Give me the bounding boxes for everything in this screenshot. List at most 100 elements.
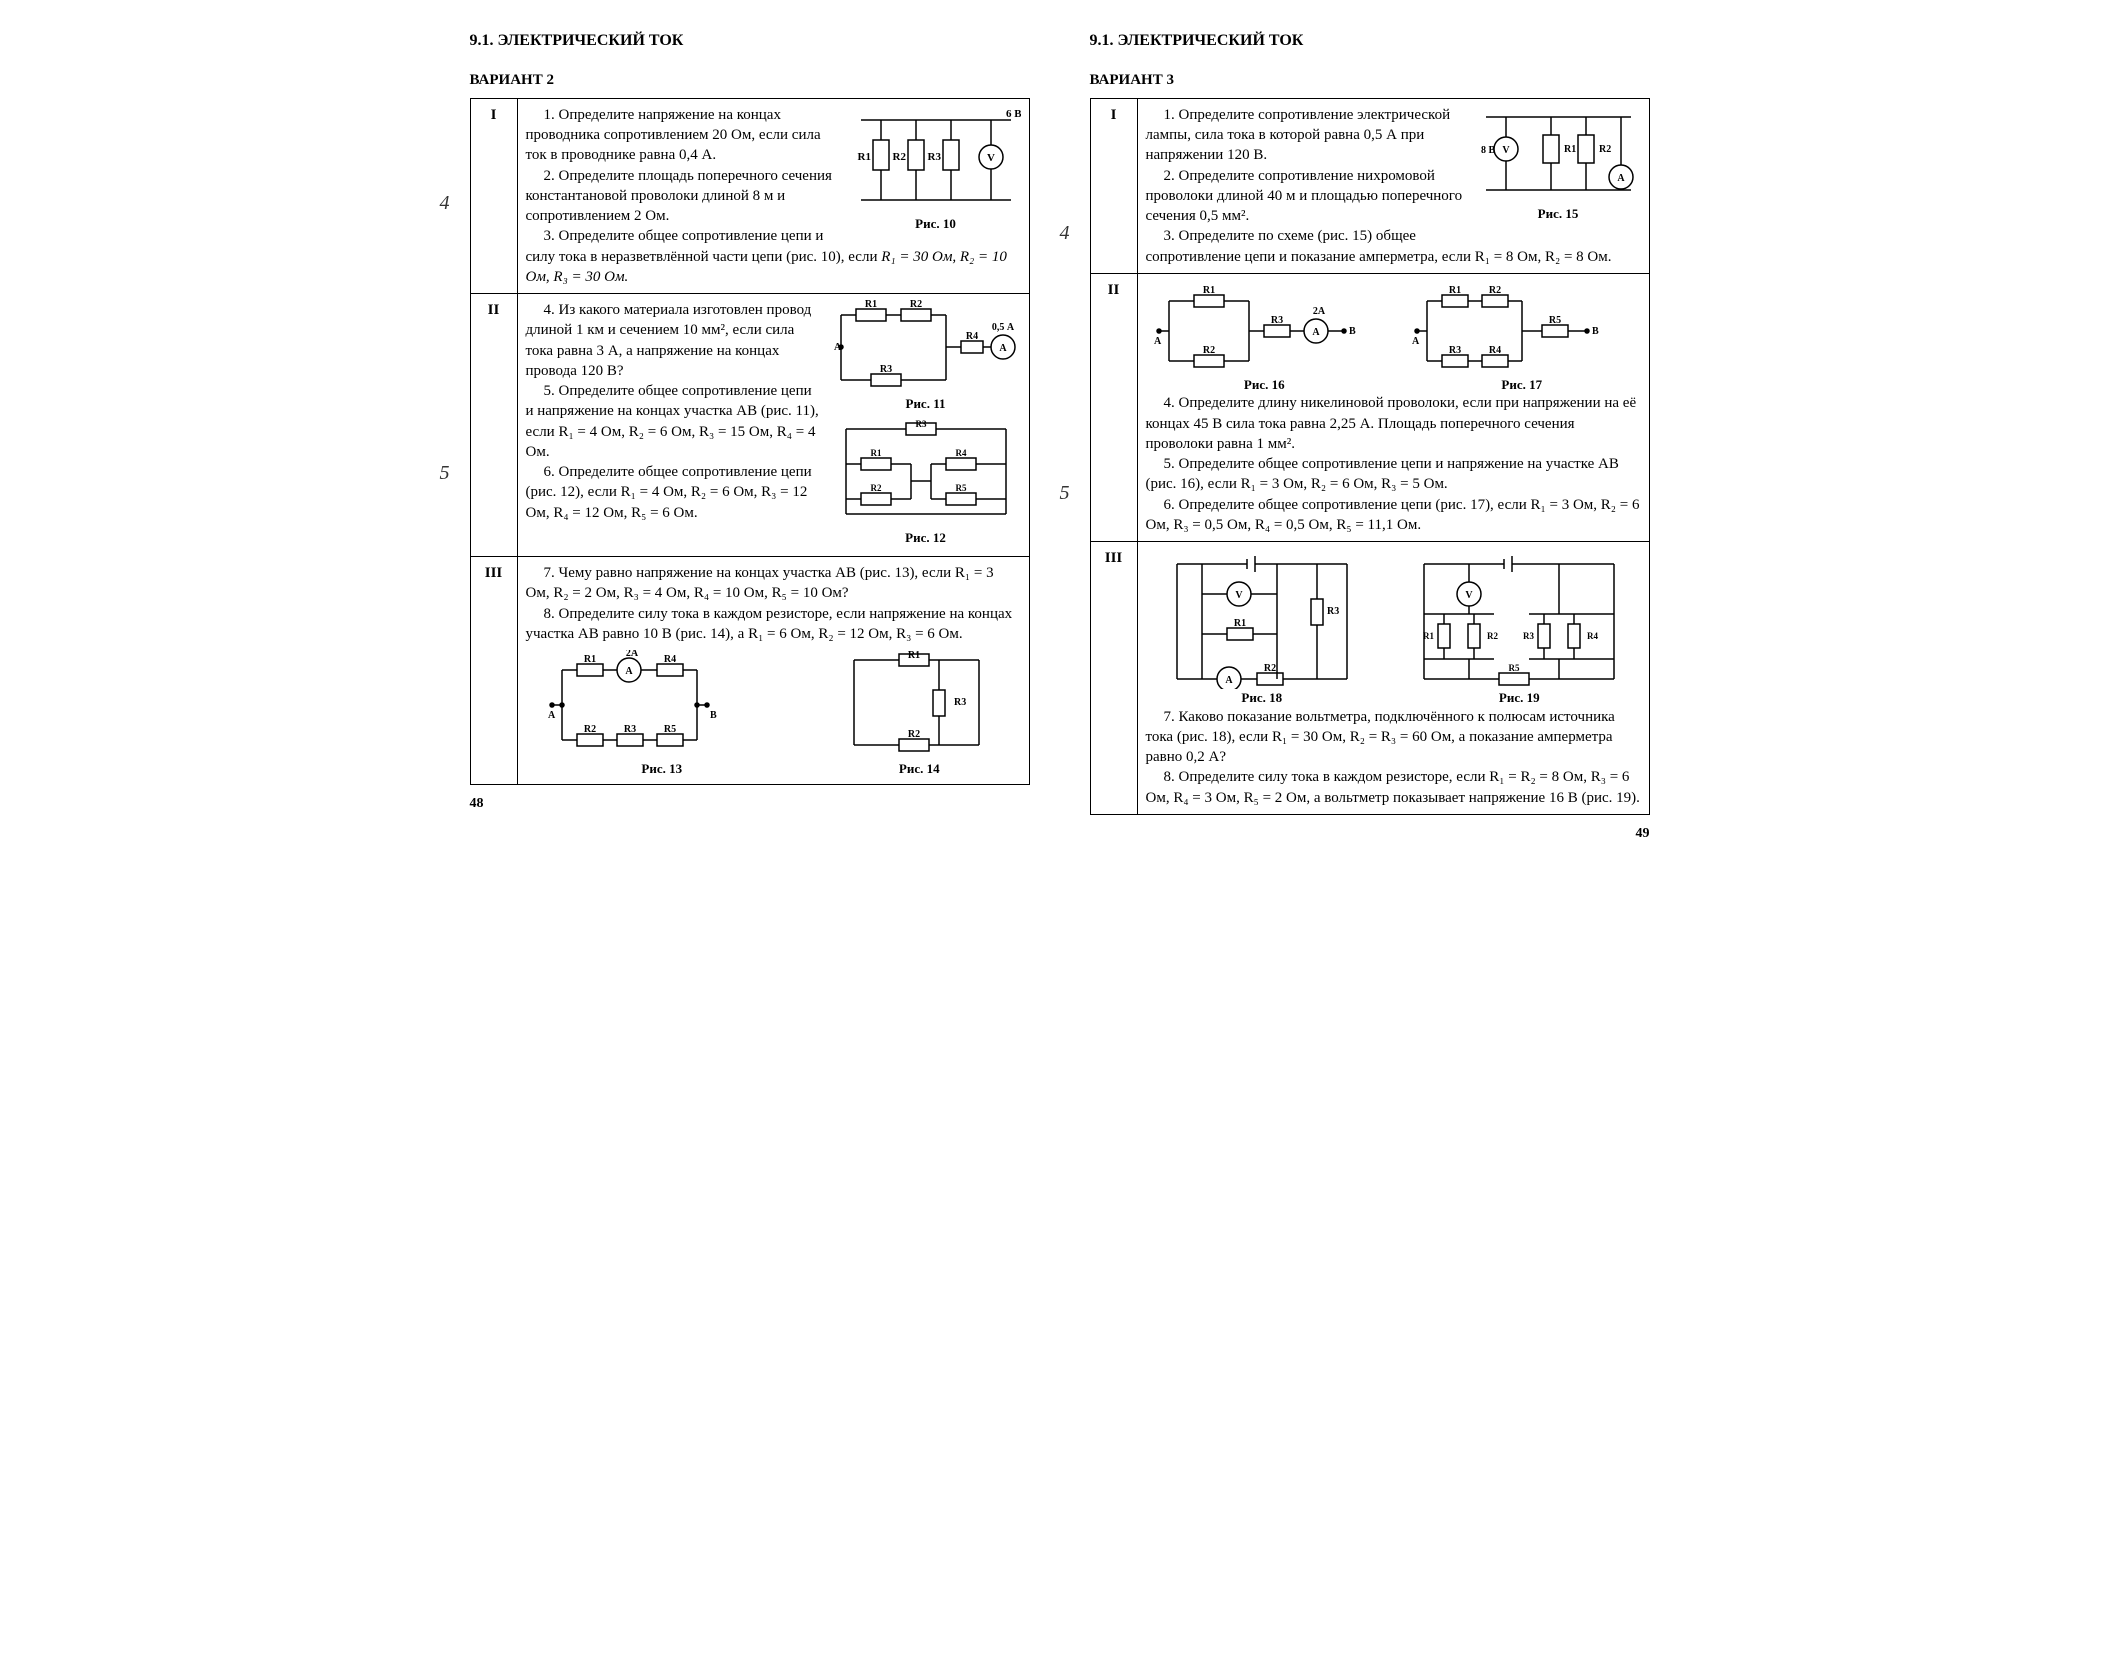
fig16-svg: R1 R2 R3 A 2А A B bbox=[1154, 286, 1374, 376]
fig11-caption: Рис. 11 bbox=[831, 395, 1021, 413]
problems-table-right: I V R1 R2 bbox=[1090, 98, 1650, 815]
svg-text:R5: R5 bbox=[955, 483, 966, 493]
page-number-right: 49 bbox=[1090, 825, 1650, 844]
margin-note-4-right: 4 bbox=[1060, 220, 1070, 247]
svg-text:A: A bbox=[1313, 327, 1321, 338]
svg-text:R2: R2 bbox=[1487, 631, 1498, 641]
svg-text:R3: R3 bbox=[624, 724, 636, 735]
svg-text:R2: R2 bbox=[1599, 144, 1611, 155]
svg-text:R3: R3 bbox=[1523, 631, 1534, 641]
svg-text:R4: R4 bbox=[955, 448, 966, 458]
svg-text:R2: R2 bbox=[892, 151, 906, 163]
fig12-svg: R3 R1 R2 R4 R5 bbox=[831, 419, 1021, 529]
fig17: R1 R2 R3 R4 R5 A B Рис. 17 bbox=[1412, 286, 1632, 394]
fig19-svg: V R1 R2 R3 R4 R5 bbox=[1409, 554, 1629, 689]
svg-text:R1: R1 bbox=[870, 448, 881, 458]
svg-text:R1: R1 bbox=[908, 650, 920, 661]
svg-text:R2: R2 bbox=[1264, 663, 1276, 674]
margin-note-5-right: 5 bbox=[1060, 480, 1070, 507]
cell-II-left: R1 R2 R3 R4 A 0,5 А A Рис. 11 bbox=[517, 294, 1029, 557]
svg-text:A: A bbox=[548, 710, 556, 721]
table-row: I V R1 R2 bbox=[1090, 98, 1649, 273]
fig13: R1 A 2А R4 R2 R3 R5 A B Рис. 13 bbox=[547, 650, 777, 778]
table-row: I R1 R2 R3 bbox=[470, 98, 1029, 293]
table-row: II R1 R2 R3 R4 bbox=[470, 294, 1029, 557]
cell-I-left: R1 R2 R3 V 6 В Рис. 10 1. Определите нап… bbox=[517, 98, 1029, 293]
fig16: R1 R2 R3 A 2А A B Рис. 16 bbox=[1154, 286, 1374, 394]
variant-right: ВАРИАНТ 3 bbox=[1090, 70, 1650, 90]
roman-II-left: II bbox=[470, 294, 517, 557]
svg-text:V: V bbox=[1466, 590, 1474, 601]
svg-text:R2: R2 bbox=[909, 300, 921, 310]
svg-text:R2: R2 bbox=[1203, 345, 1215, 356]
svg-text:R3: R3 bbox=[954, 697, 966, 708]
fig14-svg: R1 R2 R3 bbox=[839, 650, 999, 760]
fig15-caption: Рис. 15 bbox=[1476, 205, 1641, 223]
fig13-svg: R1 A 2А R4 R2 R3 R5 A B bbox=[547, 650, 777, 760]
svg-text:V: V bbox=[1235, 590, 1243, 601]
roman-I-right: I bbox=[1090, 98, 1137, 273]
problems-table-left: I R1 R2 R3 bbox=[470, 98, 1030, 785]
cell-III-right: V R1 R3 R2 A Рис. 18 bbox=[1137, 542, 1649, 815]
svg-text:R1: R1 bbox=[584, 654, 596, 665]
svg-text:R2: R2 bbox=[908, 729, 920, 740]
svg-text:R2: R2 bbox=[1489, 286, 1501, 296]
problem-7: 7. Чему равно напряжение на концах участ… bbox=[526, 563, 1021, 604]
svg-text:2А: 2А bbox=[626, 650, 639, 659]
fig16-caption: Рис. 16 bbox=[1154, 376, 1374, 394]
table-row: II R1 bbox=[1090, 273, 1649, 541]
fig13-caption: Рис. 13 bbox=[547, 760, 777, 778]
cell-I-right: V R1 R2 A 8 В Рис. 15 1. Определите сопр… bbox=[1137, 98, 1649, 273]
problem-8: 8. Определите силу тока в каждом резисто… bbox=[526, 604, 1021, 645]
roman-III-right: III bbox=[1090, 542, 1137, 815]
svg-text:2А: 2А bbox=[1313, 306, 1326, 317]
table-row: III 7. Чему равно напряжение на концах у… bbox=[470, 557, 1029, 785]
table-row: III bbox=[1090, 542, 1649, 815]
svg-text:A: A bbox=[999, 343, 1007, 354]
fig12-caption: Рис. 12 bbox=[831, 529, 1021, 547]
page-number-left: 48 bbox=[470, 795, 1030, 814]
svg-text:R4: R4 bbox=[1489, 345, 1501, 356]
svg-text:R1: R1 bbox=[1203, 286, 1215, 296]
section-title-left: 9.1. ЭЛЕКТРИЧЕСКИЙ ТОК bbox=[470, 30, 1030, 52]
svg-text:A: A bbox=[1617, 173, 1625, 184]
fig18-caption: Рис. 18 bbox=[1157, 689, 1367, 707]
svg-text:R4: R4 bbox=[965, 331, 977, 342]
svg-text:R2: R2 bbox=[584, 724, 596, 735]
fig15-svg: V R1 R2 A 8 В bbox=[1476, 105, 1641, 205]
svg-text:A: A bbox=[834, 342, 842, 353]
problem-7-r: 7. Каково показание вольтметра, подключё… bbox=[1146, 707, 1641, 768]
svg-text:B: B bbox=[710, 710, 717, 721]
roman-I-left: I bbox=[470, 98, 517, 293]
section-title-right: 9.1. ЭЛЕКТРИЧЕСКИЙ ТОК bbox=[1090, 30, 1650, 52]
svg-text:R1: R1 bbox=[864, 300, 876, 310]
svg-text:R4: R4 bbox=[664, 654, 676, 665]
problem-5-r: 5. Определите общее сопротивление цепи и… bbox=[1146, 454, 1641, 495]
margin-note-5-left: 5 bbox=[440, 460, 450, 487]
svg-text:R1: R1 bbox=[1423, 631, 1434, 641]
svg-text:R1: R1 bbox=[1234, 618, 1246, 629]
fig19-caption: Рис. 19 bbox=[1409, 689, 1629, 707]
svg-text:V: V bbox=[1502, 145, 1510, 156]
svg-text:B: B bbox=[1349, 326, 1356, 337]
roman-II-right: II bbox=[1090, 273, 1137, 541]
svg-text:R1: R1 bbox=[857, 151, 870, 163]
svg-text:R5: R5 bbox=[1549, 315, 1561, 326]
svg-text:R3: R3 bbox=[1449, 345, 1461, 356]
svg-text:6 В: 6 В bbox=[1006, 108, 1021, 120]
svg-text:8 В: 8 В bbox=[1481, 145, 1496, 156]
problem-3-r: 3. Определите по схеме (рис. 15) общее с… bbox=[1146, 226, 1641, 267]
svg-text:R3: R3 bbox=[1271, 315, 1283, 326]
fig15: V R1 R2 A 8 В Рис. 15 bbox=[1476, 105, 1641, 223]
variant-left: ВАРИАНТ 2 bbox=[470, 70, 1030, 90]
svg-text:R1: R1 bbox=[1449, 286, 1461, 296]
fig10-caption: Рис. 10 bbox=[851, 215, 1021, 233]
problem-3: 3. Определите общее сопротивление цепи и… bbox=[526, 226, 1021, 287]
svg-text:R4: R4 bbox=[1587, 631, 1598, 641]
svg-text:A: A bbox=[625, 666, 633, 677]
fig14: R1 R2 R3 Рис. 14 bbox=[839, 650, 999, 778]
svg-text:V: V bbox=[987, 152, 995, 164]
fig10-svg: R1 R2 R3 V 6 В bbox=[851, 105, 1021, 215]
fig14-caption: Рис. 14 bbox=[839, 760, 999, 778]
svg-text:A: A bbox=[1154, 336, 1162, 347]
